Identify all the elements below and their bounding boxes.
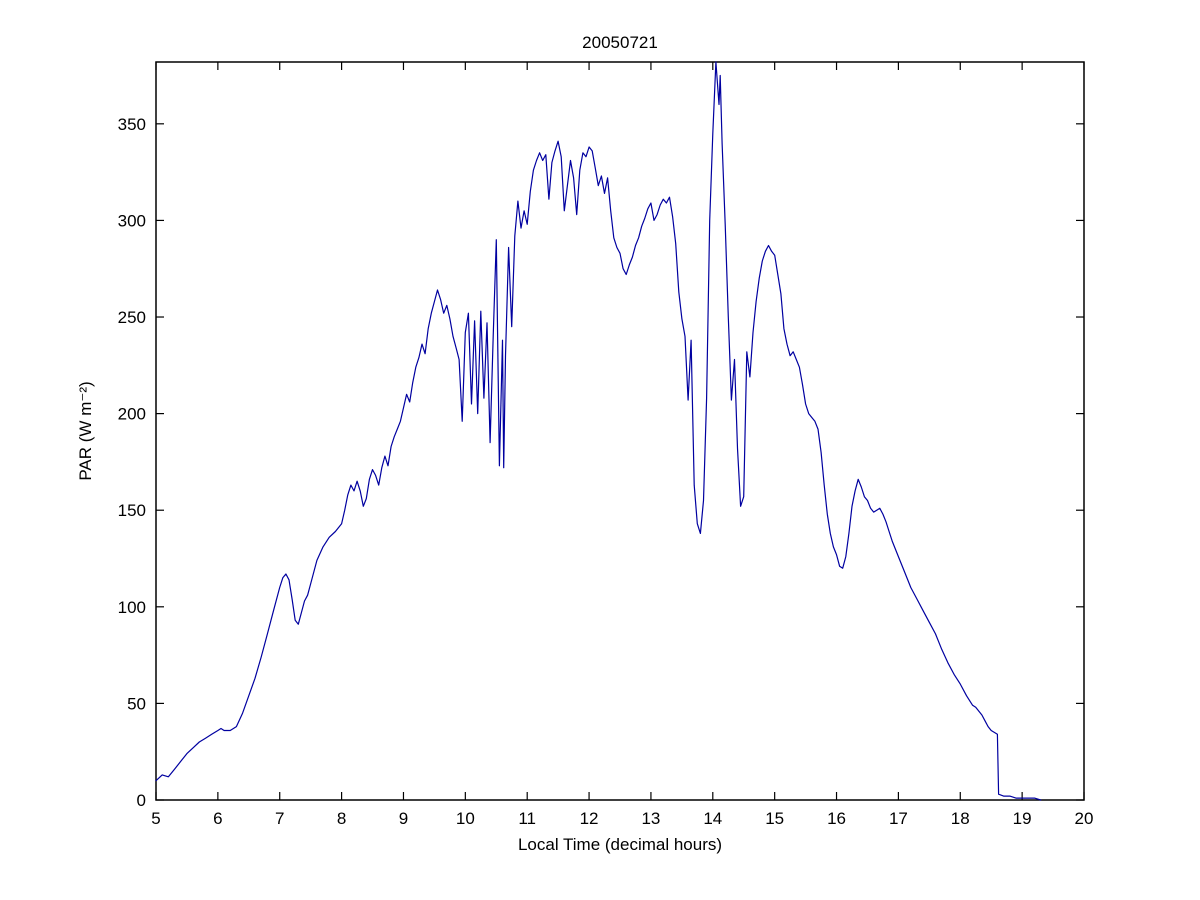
- x-axis-label: Local Time (decimal hours): [517, 835, 723, 854]
- x-tick-label: 8: [337, 809, 346, 828]
- plot-box: [155, 61, 1085, 801]
- y-tick-label: 100: [118, 598, 146, 617]
- x-tick-label: 17: [889, 809, 908, 828]
- x-tick-label: 10: [456, 809, 475, 828]
- x-tick-label: 12: [580, 809, 599, 828]
- y-tick-label: 0: [137, 791, 146, 810]
- y-tick-label: 50: [127, 694, 146, 713]
- chart-title: 20050721: [582, 33, 658, 52]
- x-tick-label: 7: [275, 809, 284, 828]
- x-tick-label: 6: [213, 809, 222, 828]
- x-tick-label: 14: [703, 809, 722, 828]
- x-tick-label: 15: [765, 809, 784, 828]
- y-tick-label: 150: [118, 501, 146, 520]
- y-tick-label: 350: [118, 115, 146, 134]
- par-data-line: [155, 61, 1042, 801]
- x-tick-label: 20: [1075, 809, 1094, 828]
- x-tick-label: 5: [151, 809, 160, 828]
- y-tick-label: 200: [118, 405, 146, 424]
- x-tick-label: 16: [827, 809, 846, 828]
- x-tick-label: 11: [518, 809, 536, 828]
- x-tick-label: 13: [641, 809, 660, 828]
- x-tick-label: 18: [951, 809, 970, 828]
- x-tick-label: 19: [1013, 809, 1032, 828]
- y-tick-label: 250: [118, 308, 146, 327]
- x-tick-label: 9: [399, 809, 408, 828]
- y-tick-label: 300: [118, 211, 146, 230]
